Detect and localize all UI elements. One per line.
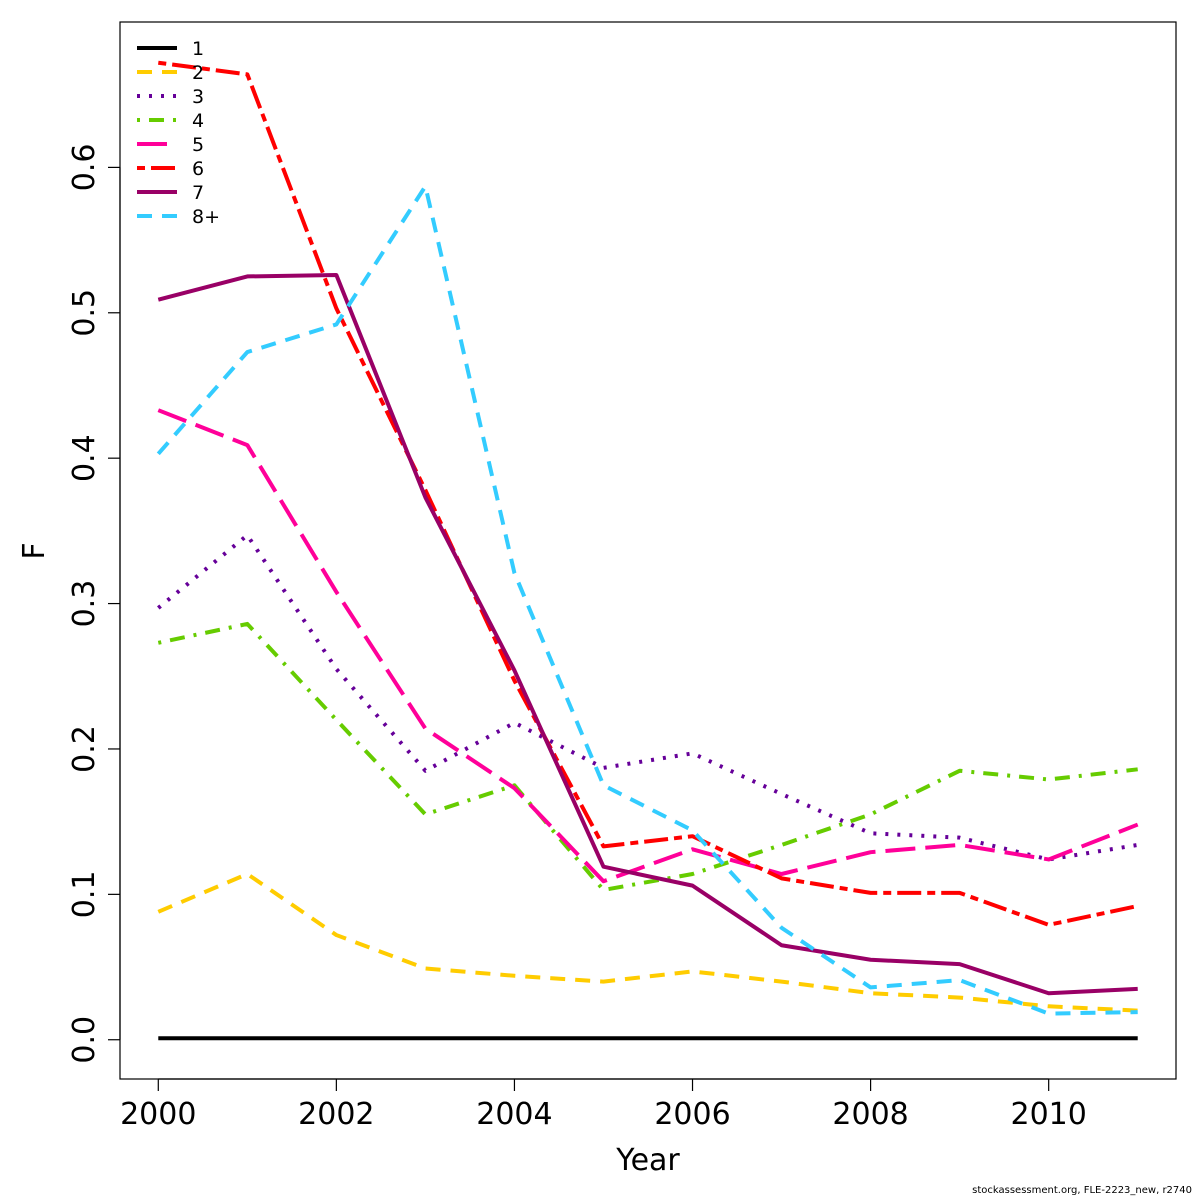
series-line-5 bbox=[157, 408, 1139, 884]
legend-label: 1 bbox=[192, 38, 204, 60]
legend-label: 4 bbox=[192, 110, 204, 132]
plot-frame bbox=[119, 21, 1177, 1080]
x-tick-label: 2002 bbox=[298, 1097, 374, 1132]
y-tick-label: 0.6 bbox=[67, 144, 102, 192]
x-tick-label: 2000 bbox=[120, 1097, 196, 1132]
series-line-6 bbox=[158, 60, 1139, 927]
x-tick-label: 2008 bbox=[832, 1097, 908, 1132]
y-tick-label: 0.1 bbox=[67, 870, 102, 918]
x-tick-label: 2006 bbox=[654, 1097, 730, 1132]
series-line-8plus bbox=[156, 184, 1138, 1016]
y-tick-label: 0.5 bbox=[67, 289, 102, 337]
y-tick-label: 0.4 bbox=[67, 434, 102, 482]
x-axis: 2000 2002 2004 2006 2008 2010 bbox=[120, 1078, 1087, 1132]
series-line-4 bbox=[157, 621, 1138, 892]
footer-credit: stockassessment.org, FLE-2223_new, r2740 bbox=[972, 1185, 1192, 1196]
x-axis-title: Year bbox=[615, 1143, 680, 1178]
legend-label: 2 bbox=[192, 62, 204, 84]
series-line-3 bbox=[157, 533, 1139, 862]
y-tick-label: 0.0 bbox=[67, 1016, 102, 1064]
series-layer bbox=[156, 60, 1139, 1041]
y-tick-label: 0.3 bbox=[67, 580, 102, 628]
y-axis-title: F bbox=[17, 542, 52, 559]
legend-label: 3 bbox=[192, 86, 204, 108]
legend-label: 5 bbox=[192, 134, 204, 156]
series-line-7 bbox=[157, 272, 1138, 996]
legend-label: 8+ bbox=[192, 206, 220, 228]
y-tick-label: 0.2 bbox=[67, 725, 102, 773]
x-tick-label: 2004 bbox=[476, 1097, 552, 1132]
y-axis: 0.0 0.1 0.2 0.3 0.4 0.5 0.6 bbox=[67, 144, 121, 1064]
series-line-2 bbox=[157, 871, 1138, 1013]
legend-label: 6 bbox=[192, 158, 204, 180]
legend-label: 7 bbox=[192, 182, 204, 204]
x-tick-label: 2010 bbox=[1010, 1097, 1086, 1132]
